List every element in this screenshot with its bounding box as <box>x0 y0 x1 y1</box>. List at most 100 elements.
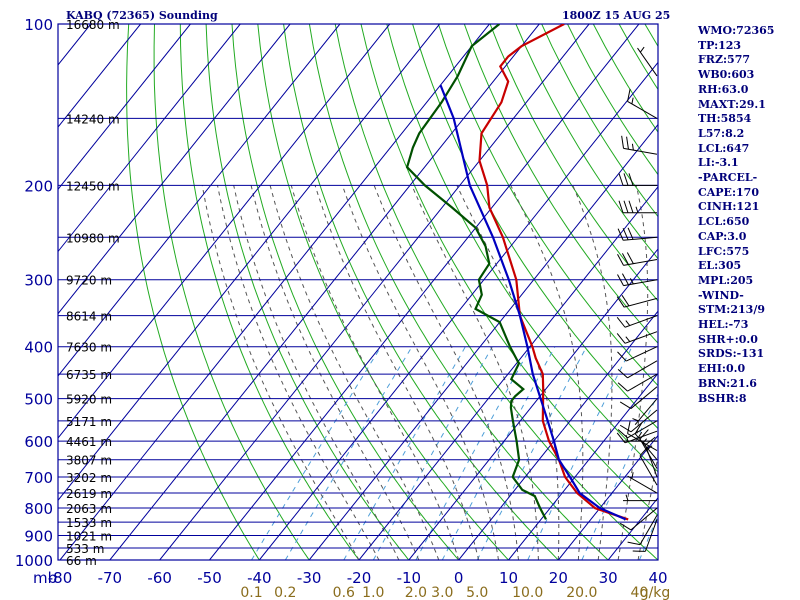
stat-line: STM:213/9 <box>698 303 765 317</box>
mixing-ratio-label: 0.6 <box>333 585 355 600</box>
mixing-ratio-label: 0.1 <box>240 585 262 600</box>
stat-line: CINH:121 <box>698 200 760 214</box>
stat-line: CAP:3.0 <box>698 229 747 243</box>
stat-line: BSHR:8 <box>698 391 747 405</box>
height-label: 10980 m <box>66 231 120 245</box>
wind-barb <box>627 472 658 494</box>
wind-barb <box>616 331 658 344</box>
mixing-ratio-label: g/kg <box>640 585 671 600</box>
stat-line: TP:123 <box>698 38 742 52</box>
stat-line: SHR+:0.0 <box>698 332 758 346</box>
stat-line: -WIND- <box>698 288 744 302</box>
isotherm-line <box>58 24 440 502</box>
height-label: 5920 m <box>66 393 112 407</box>
pressure-tick-label: 900 <box>24 527 53 545</box>
pressure-tick-label: 100 <box>24 16 53 34</box>
temperature-tick-label: -30 <box>297 569 322 587</box>
temperature-tick-label: -80 <box>48 569 73 587</box>
moist-adiabat-line <box>510 185 584 560</box>
height-label: 533 m <box>66 542 104 556</box>
moist-adiabat-line <box>572 185 613 560</box>
mixing-ratio-label: 10.0 <box>512 585 543 600</box>
isotherm-line <box>58 24 241 253</box>
stat-line: MAXT:29.1 <box>698 97 766 111</box>
mixing-ratio-label: 40 <box>631 585 649 600</box>
sounding-time: 1800Z 15 AUG 25 <box>562 9 671 22</box>
isotherm-line <box>58 24 341 377</box>
stat-line: MPL:205 <box>698 273 754 287</box>
wind-barb <box>617 227 658 241</box>
temperature-tick-label: -50 <box>197 569 222 587</box>
height-label: 1021 m <box>66 529 112 543</box>
isotherm-line <box>58 24 141 128</box>
isotherm-line <box>58 24 191 191</box>
station-title: KABQ (72365) Sounding <box>66 9 218 22</box>
isotherm-line <box>458 310 658 560</box>
height-label: 12450 m <box>66 179 120 193</box>
wind-barb <box>627 88 658 119</box>
wind-barb <box>616 295 658 308</box>
wind-barb <box>627 514 658 546</box>
wind-barb <box>637 46 658 77</box>
temperature-tick-label: -60 <box>147 569 172 587</box>
moist-adiabat-line <box>637 453 658 560</box>
temperature-tick-label: 40 <box>648 569 667 587</box>
isotherm-line <box>109 24 540 560</box>
wind-barb <box>632 519 658 552</box>
stat-line: WB0:603 <box>698 68 755 82</box>
wind-barb <box>617 346 658 362</box>
mixing-ratio-labels: 0.1 0.2 0.6 1.0 2.0 3.0 5.0 10.0 20.0 40g/kg <box>240 585 670 600</box>
height-label: 7630 m <box>66 341 112 355</box>
height-label: 8614 m <box>66 310 112 324</box>
mixing-ratio-label: 5.0 <box>466 585 488 600</box>
wind-barb <box>617 273 658 287</box>
parcel-trace <box>439 84 627 521</box>
moist-adiabat-line <box>314 185 480 560</box>
isotherm-line <box>358 186 658 560</box>
height-label: 16680 m <box>66 18 120 32</box>
wind-barb <box>619 386 658 409</box>
temperature-tick-label: -20 <box>347 569 372 587</box>
wind-barb <box>623 494 657 502</box>
temperature-tick-label: -70 <box>98 569 123 587</box>
height-label: 2619 m <box>66 487 112 501</box>
mixing-ratio-label: 20.0 <box>566 585 597 600</box>
height-label: 6735 m <box>66 368 112 382</box>
height-label: 14240 m <box>66 112 120 126</box>
temperature-tick-label: 0 <box>454 569 464 587</box>
stat-line: LCL:650 <box>698 215 750 229</box>
temperature-tick-label: -40 <box>247 569 272 587</box>
isotherm-line <box>408 248 658 560</box>
pressure-axis-labels: 100 200 300 400 500 600 700 800 900 1000 <box>15 16 53 570</box>
mixing-ratio-label: 3.0 <box>431 585 453 600</box>
pressure-tick-label: 600 <box>24 433 53 451</box>
isotherm-line <box>209 24 640 560</box>
pressure-tick-label: 700 <box>24 469 53 487</box>
temperature-tick-label: 30 <box>599 569 618 587</box>
height-label: 3807 m <box>66 454 112 468</box>
isotherm-line <box>58 24 391 439</box>
mixing-ratio-label: 1.0 <box>362 585 384 600</box>
pressure-tick-label: 400 <box>24 339 53 357</box>
stat-line: LCL:647 <box>698 141 750 155</box>
stat-line: SRDS:-131 <box>698 347 765 361</box>
plot-frame <box>57 23 659 561</box>
isotherm-line <box>557 434 658 560</box>
stat-line: -PARCEL- <box>698 171 758 185</box>
wind-barb <box>617 252 658 266</box>
wind-barb <box>618 173 657 186</box>
pressure-unit-label: mb <box>33 569 57 587</box>
wind-barb <box>644 436 658 478</box>
dewpoint-trace <box>405 24 547 520</box>
stat-line: FRZ:577 <box>698 53 751 67</box>
height-label: 4461 m <box>66 435 112 449</box>
temperature-tick-label: 20 <box>549 569 568 587</box>
wind-barb <box>619 507 658 531</box>
temperature-tick-label: 10 <box>499 569 518 587</box>
moist-adiabat-line <box>456 185 560 560</box>
isotherm-line <box>59 24 490 560</box>
isotherm-line <box>159 24 590 560</box>
moist-adiabat-line <box>341 185 499 560</box>
